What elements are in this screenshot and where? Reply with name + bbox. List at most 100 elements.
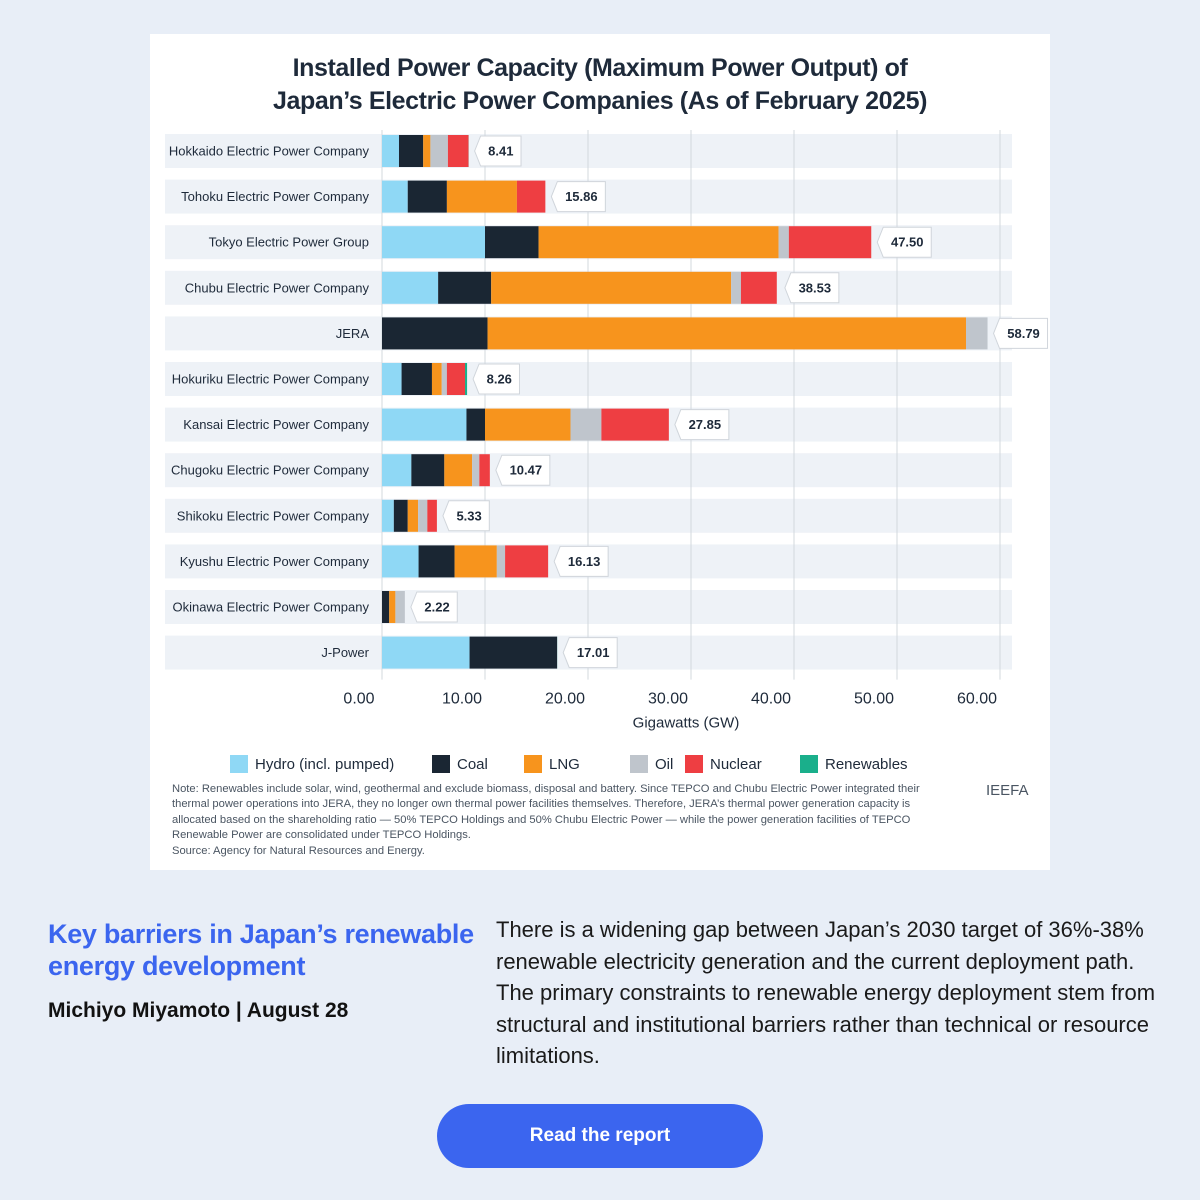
chart-card: Hokkaido Electric Power Company 8.41 Tohok… [150,34,1050,870]
data-label: 8.26 [487,372,512,387]
chart-legend: Hydro (incl. pumped) Coal LNG Oil Nuclear Ren… [230,752,990,776]
bar-segment [389,591,396,623]
bar-segment [393,499,408,532]
bar-segment [382,591,390,623]
legend-label: Coal [457,755,488,773]
x-tick-label: 10.00 [442,691,482,708]
bar-segment [466,408,485,441]
data-label: 5.33 [456,508,481,523]
legend-swatch [432,755,450,773]
chart-title-line2: Japan’s Electric Power Companies (As of … [272,87,928,115]
legend-label: Nuclear [710,755,762,773]
chart-title: Installed Power Capacity (Maximum Power … [150,52,1050,118]
bar-segment [731,271,741,304]
bar-segment [479,454,490,487]
legend-item: Coal [432,752,488,776]
category-label: Shikoku Electric Power Company [177,508,370,523]
total-callout [472,363,520,395]
brand-label: IEEFA [986,782,1029,799]
bar-segment [431,363,442,395]
bar-segment [395,591,405,623]
x-tick-label: 40.00 [751,691,791,708]
bar-segment [407,180,447,213]
chart-title-line1: Installed Power Capacity (Maximum Power … [292,54,908,82]
bar-segment [418,499,428,532]
bar-segment [382,271,439,304]
bar-segment [382,454,412,487]
data-label: 58.79 [1007,326,1040,341]
category-label: Hokuriku Electric Power Company [172,372,370,387]
data-label: 2.22 [424,600,449,615]
bar-segment [382,545,419,578]
total-callout [442,500,490,532]
bar-segment [570,408,602,441]
bar-segment [454,545,497,578]
bar-segment [446,363,466,395]
bar-segment [788,226,872,259]
bar-segment [441,363,447,395]
data-label: 27.85 [689,417,722,432]
category-label: J-Power [321,645,369,660]
bar-segment [740,271,777,304]
bar-segment [778,226,789,259]
note-text: Note: Renewables include solar, wind, ge… [172,783,920,842]
chart-plot: Hokkaido Electric Power Company 8.41 Tohok… [165,130,1049,732]
total-callout [495,454,551,486]
bar-segment [485,226,539,259]
total-callout [562,637,618,669]
x-tick-label: 60.00 [957,691,997,708]
data-label: 38.53 [799,280,832,295]
bar-segment [382,408,467,441]
category-label: Kansai Electric Power Company [183,417,369,432]
legend-item: Renewables [800,752,908,776]
category-label: Kyushu Electric Power Company [180,554,370,569]
category-label: Tohoku Electric Power Company [181,189,369,204]
legend-swatch [524,755,542,773]
bar-segment [382,317,488,350]
total-callout [553,545,609,577]
bar-segment [601,408,669,441]
bar-segment [418,545,455,578]
category-label: Hokkaido Electric Power Company [169,144,370,159]
total-callout [410,591,458,623]
x-tick-label: 20.00 [545,691,585,708]
category-label: Chugoku Electric Power Company [171,463,369,478]
data-label: 10.47 [510,463,543,478]
chart-note: Note: Renewables include solar, wind, ge… [172,782,942,859]
x-tick-label: 30.00 [648,691,688,708]
bar-segment [401,363,432,395]
total-callout [550,181,606,213]
category-label: Okinawa Electric Power Company [172,600,369,615]
bar-segment [538,226,779,259]
legend-item: LNG [524,752,580,776]
category-label: Tokyo Electric Power Group [209,235,369,250]
legend-item: Nuclear [685,752,762,776]
bar-segment [427,499,437,532]
legend-swatch [685,755,703,773]
x-axis-title: Gigawatts (GW) [633,715,740,732]
legend-label: Oil [655,755,674,773]
data-label: 8.41 [488,144,513,159]
data-label: 17.01 [577,645,610,660]
bar-segment [438,271,492,304]
legend-label: LNG [549,755,580,773]
total-callout [474,135,522,167]
category-label: JERA [336,326,370,341]
bar-segment [382,135,399,167]
bar-segment [491,271,732,304]
bar-segment [487,317,967,350]
total-callout [674,409,730,441]
bar-segment [407,499,419,532]
read-report-button[interactable]: Read the report [437,1104,763,1168]
bar-segment [446,180,517,213]
article-summary: There is a widening gap between Japan’s … [496,917,1156,1069]
article-title[interactable]: Key barriers in Japan’s renewable energy… [48,919,474,981]
bar-segment [411,454,445,487]
bar-segment [505,545,549,578]
x-tick-label: 50.00 [854,691,894,708]
data-label: 15.86 [565,189,598,204]
bar-segment [516,180,546,213]
x-tick-label: 0.00 [343,691,374,708]
source-text: Source: Agency for Natural Resources and… [172,844,425,857]
bar-segment [444,454,473,487]
